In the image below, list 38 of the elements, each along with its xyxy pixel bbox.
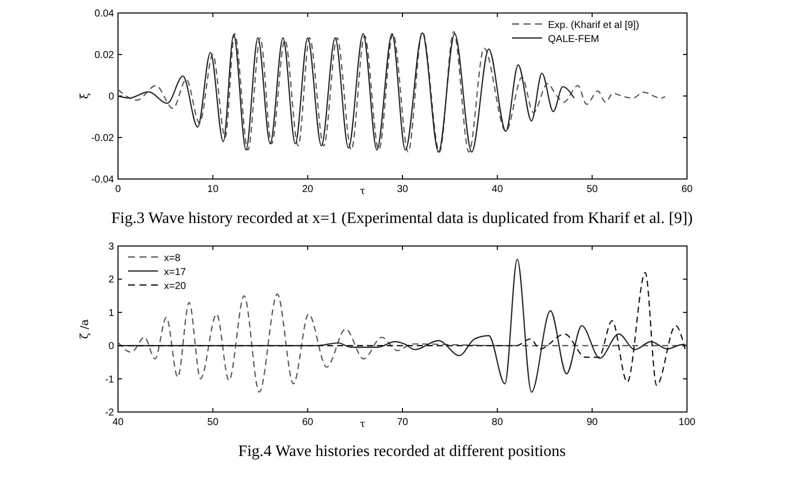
x-tick-label: 100 — [678, 417, 696, 428]
x-axis-title: τ — [360, 419, 366, 430]
y-tick-label: -0.02 — [91, 133, 114, 144]
x-tick-label: 50 — [207, 417, 219, 428]
x-tick-label: 30 — [396, 184, 408, 195]
y-tick-label: 0.02 — [94, 50, 114, 61]
x-tick-label: 40 — [112, 417, 124, 428]
text: Fig.3 Wave history recorded at x=1 (Experimental data is duplicated from Kharif et al. [9]) — [111, 210, 693, 227]
y-axis-title: ζ /a — [78, 318, 91, 339]
x-tick-label: 40 — [492, 184, 504, 195]
x-axis-title: τ — [360, 186, 366, 197]
legend-label: x=8 — [164, 253, 181, 264]
legend-label: QALE-FEM — [548, 34, 600, 45]
x-tick-label: 70 — [396, 417, 408, 428]
y-tick-label: 3 — [108, 242, 114, 252]
y-tick-label: -0.04 — [91, 174, 114, 186]
y-tick-label: 2 — [108, 274, 114, 286]
legend-label: x=17 — [164, 267, 186, 278]
x-tick-label: 50 — [586, 184, 598, 195]
y-tick-label: 1 — [108, 308, 114, 319]
y-tick-label: 0 — [108, 341, 114, 352]
line-series — [117, 31, 666, 153]
x-tick-label: 0 — [115, 184, 122, 195]
y-tick-label: 0.04 — [94, 8, 114, 20]
legend-label: Exp. (Kharif et al [9]) — [548, 20, 640, 31]
x-tick-label: 90 — [586, 417, 598, 428]
x-tick-label: 20 — [302, 184, 314, 195]
text: Fig.4 Wave histories recorded at different positions — [238, 443, 566, 460]
y-tick-label: 0 — [108, 92, 114, 102]
x-tick-label: 80 — [492, 417, 504, 428]
x-tick-label: 60 — [681, 184, 693, 195]
y-tick-label: -1 — [105, 374, 114, 386]
y-axis-title: ξ — [78, 92, 91, 100]
legend-label: x=20 — [164, 281, 186, 292]
x-tick-label: 60 — [302, 417, 314, 428]
y-tick-label: -2 — [105, 408, 114, 418]
line-series — [117, 294, 688, 393]
x-tick-label: 10 — [207, 184, 219, 195]
